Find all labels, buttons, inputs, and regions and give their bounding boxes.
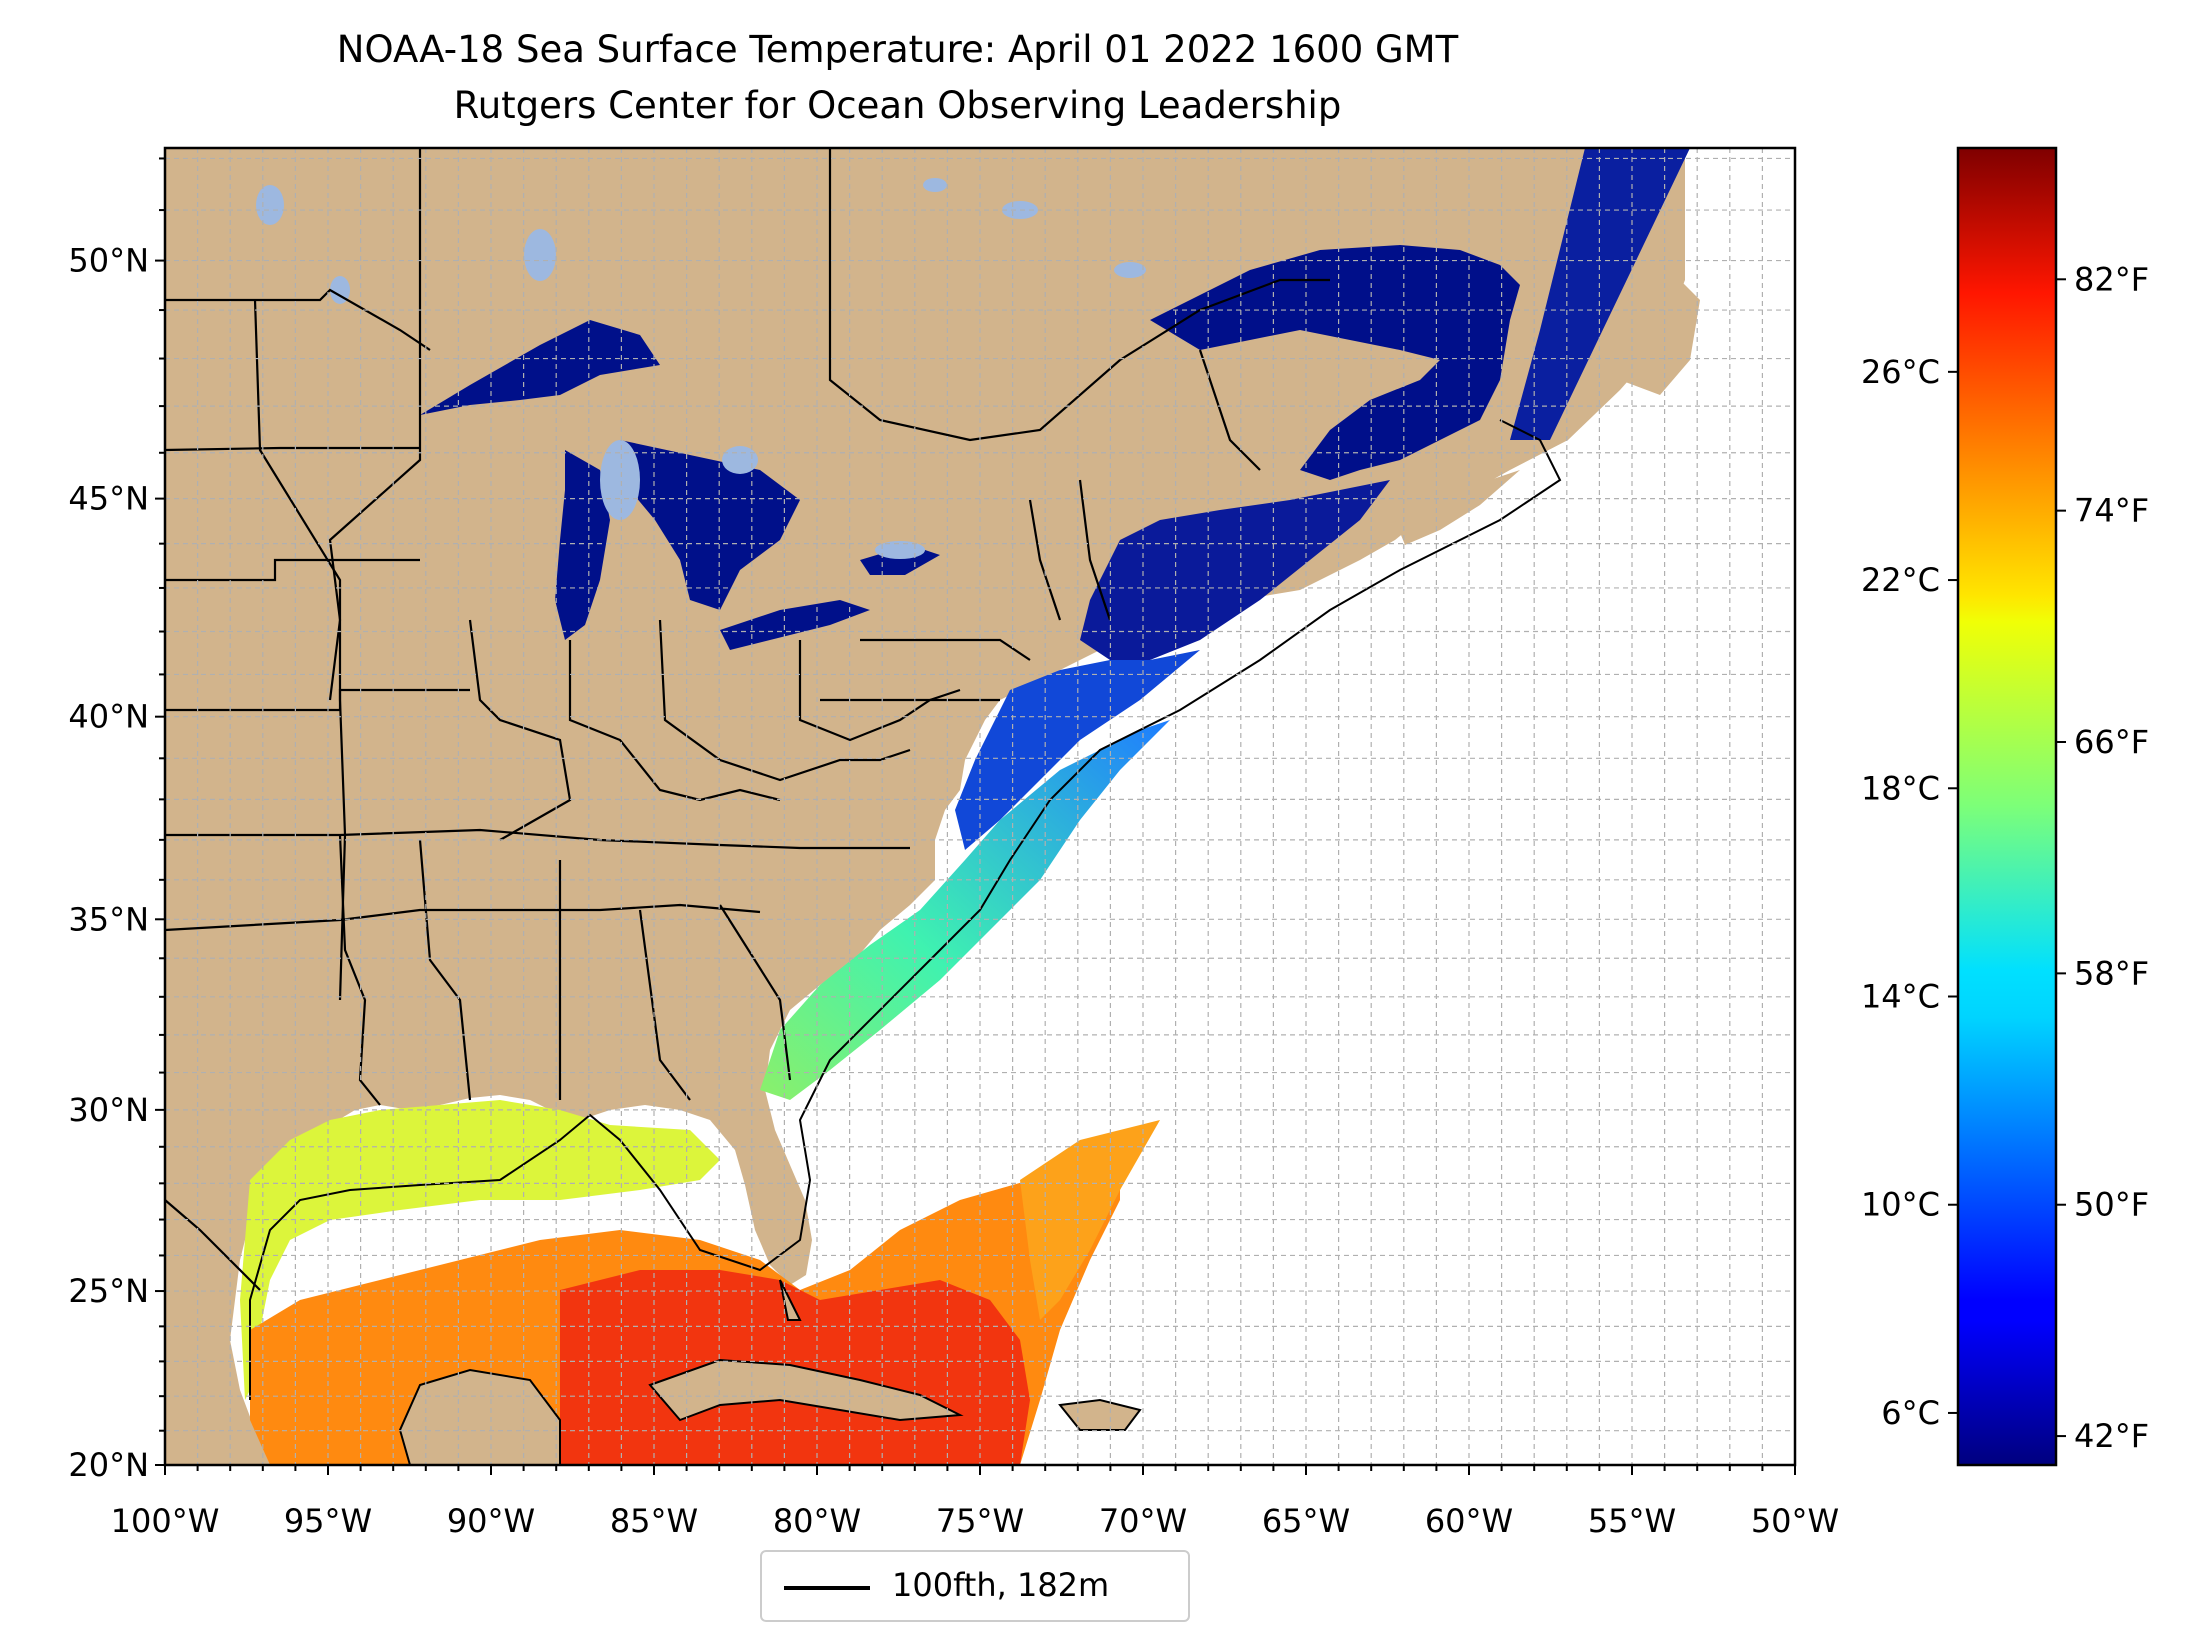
- cuba: [648, 1358, 964, 1422]
- political-boundaries: [165, 148, 1330, 1291]
- lake-huron: [620, 440, 800, 610]
- lon-tick-label: 75°W: [936, 1502, 1024, 1540]
- lake-erie: [720, 600, 870, 650]
- florida-keys: [779, 1279, 802, 1321]
- legend-isobath-swatch: [784, 1586, 870, 1590]
- hispaniola: [1058, 1398, 1142, 1431]
- sst-shelf-gradient: [760, 720, 1170, 1100]
- isobath-100fth: [249, 419, 1562, 1400]
- fahrenheit-tick-label: 42°F: [2074, 1417, 2149, 1455]
- celsius-tick-label: 10°C: [1861, 1186, 1940, 1224]
- colorbar-fahrenheit-axis: 42°F 50°F 58°F 66°F 74°F 82°F: [2056, 260, 2149, 1455]
- sst-atlantic-orange-patch: [1020, 1120, 1160, 1320]
- land-north-america: [165, 148, 1685, 1465]
- yucatan: [398, 1368, 561, 1465]
- map-gridlines: [165, 148, 1795, 1465]
- celsius-tick-label: 26°C: [1861, 353, 1940, 391]
- lon-tick-label: 85°W: [610, 1502, 698, 1540]
- lat-tick-label: 45°N: [68, 480, 149, 518]
- sst-gulf-st-lawrence: [1150, 245, 1520, 480]
- longitude-axis: 100°W 95°W 90°W 85°W 80°W 75°W 70°W 65°W 60°W 55°…: [111, 1465, 1839, 1540]
- fahrenheit-tick-label: 82°F: [2074, 260, 2149, 298]
- fahrenheit-tick-label: 66°F: [2074, 723, 2149, 761]
- lon-tick-label: 50°W: [1751, 1502, 1839, 1540]
- fahrenheit-tick-label: 50°F: [2074, 1186, 2149, 1224]
- celsius-tick-label: 22°C: [1861, 561, 1940, 599]
- lon-tick-label: 65°W: [1262, 1502, 1350, 1540]
- latitude-axis: 20°N 25°N 30°N 35°N 40°N 45°N 50°N: [68, 157, 165, 1484]
- lat-tick-label: 40°N: [68, 698, 149, 736]
- celsius-tick-label: 18°C: [1861, 769, 1940, 807]
- lat-tick-label: 20°N: [68, 1446, 149, 1484]
- map-area: [165, 148, 1795, 1465]
- lon-tick-label: 95°W: [284, 1502, 372, 1540]
- lat-tick-label: 35°N: [68, 900, 149, 938]
- colorbar: [1956, 146, 2058, 1467]
- colorbar-celsius-axis: 6°C 10°C 14°C 18°C 22°C 26°C: [1861, 353, 1958, 1432]
- lon-tick-label: 70°W: [1099, 1502, 1187, 1540]
- lon-tick-label: 100°W: [111, 1502, 220, 1540]
- lon-tick-label: 80°W: [773, 1502, 861, 1540]
- land-nova-scotia: [1395, 470, 1520, 545]
- legend-isobath-label: 100fth, 182m: [892, 1566, 1110, 1604]
- lake-superior: [420, 320, 660, 415]
- fahrenheit-tick-label: 58°F: [2074, 954, 2149, 992]
- fahrenheit-tick-label: 74°F: [2074, 492, 2149, 530]
- lat-tick-label: 50°N: [68, 242, 149, 280]
- lon-tick-label: 90°W: [447, 1502, 535, 1540]
- legend: 100fth, 182m: [760, 1550, 1190, 1622]
- lake-michigan: [555, 450, 610, 640]
- sst-gulf-of-maine: [1080, 480, 1390, 660]
- celsius-tick-label: 14°C: [1861, 978, 1940, 1016]
- lon-tick-label: 60°W: [1425, 1502, 1513, 1540]
- caribbean-islands: [398, 1279, 1142, 1465]
- lat-tick-label: 25°N: [68, 1272, 149, 1310]
- lon-tick-label: 55°W: [1588, 1502, 1676, 1540]
- great-lakes: [420, 320, 940, 650]
- lat-tick-label: 30°N: [68, 1091, 149, 1129]
- map-title: NOAA-18 Sea Surface Temperature: April 0…: [336, 28, 1459, 71]
- celsius-tick-label: 6°C: [1881, 1394, 1940, 1432]
- sst-mid-atlantic-blue: [955, 650, 1200, 850]
- map-subtitle: Rutgers Center for Ocean Observing Leade…: [453, 84, 1342, 127]
